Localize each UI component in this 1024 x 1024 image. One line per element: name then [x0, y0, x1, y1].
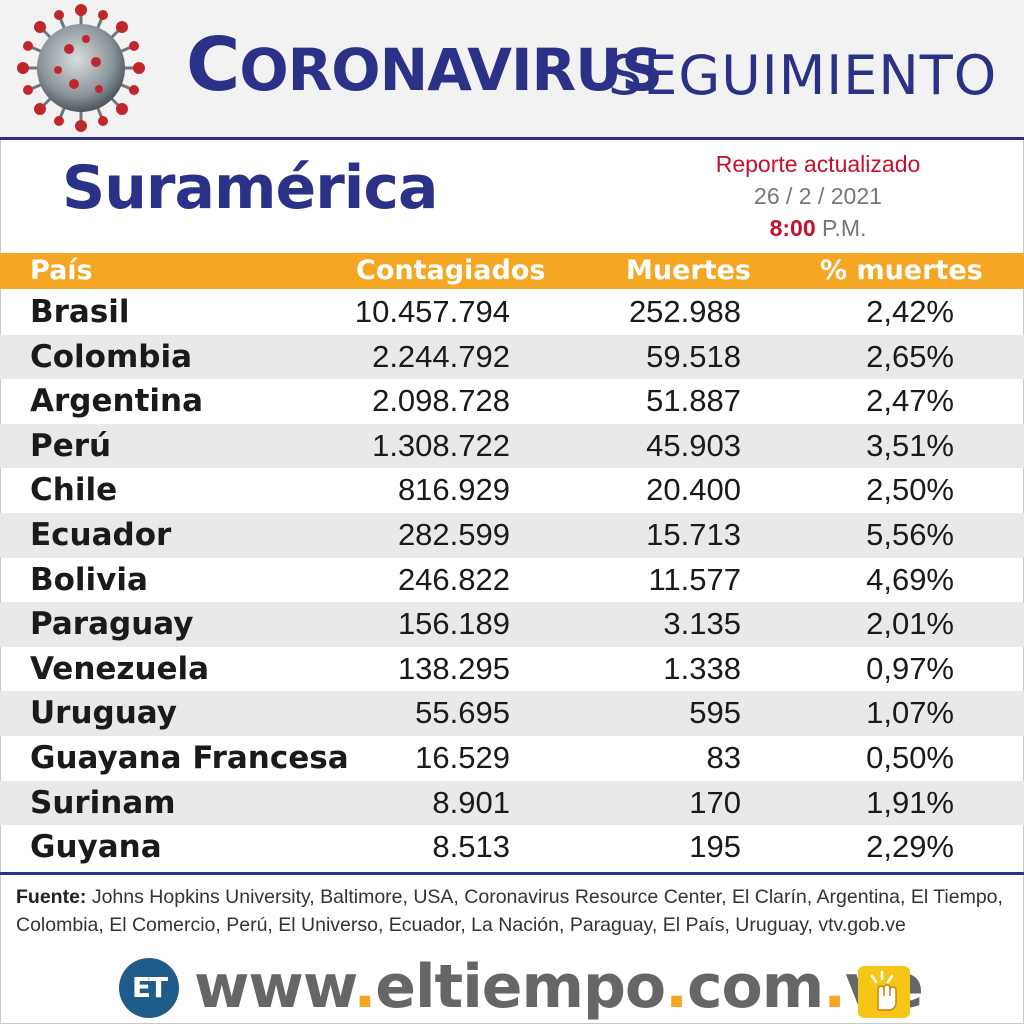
cell-cases: 246.822 [397, 561, 510, 597]
cell-country: Paraguay [30, 606, 194, 643]
cell-death-rate: 2,29% [866, 829, 954, 865]
table-row: Argentina 2.098.728 51.887 2,47% [0, 379, 1024, 424]
cell-cases: 1.308.722 [372, 427, 510, 463]
cell-country: Argentina [30, 383, 203, 420]
cell-country: Guyana [30, 829, 162, 866]
table-row: Brasil 10.457.794 252.988 2,42% [0, 290, 1024, 335]
table-row: Paraguay 156.189 3.135 2,01% [0, 602, 1024, 647]
hand-touch-icon [858, 966, 910, 1018]
cell-country: Ecuador [30, 516, 172, 553]
column-header-pais: País [30, 255, 93, 286]
cell-deaths: 595 [689, 695, 741, 731]
table-row: Ecuador 282.599 15.713 5,56% [0, 512, 1024, 558]
cell-deaths: 59.518 [646, 338, 741, 374]
cell-deaths: 51.887 [646, 383, 741, 419]
column-header-pct-muertes: % muertes [820, 255, 983, 286]
cell-cases: 2.098.728 [372, 383, 510, 419]
footer: ET www.eltiempo.com.ve [0, 946, 1024, 1024]
cell-deaths: 170 [689, 784, 741, 820]
cell-deaths: 20.400 [646, 472, 741, 508]
cell-cases: 156.189 [397, 606, 510, 642]
column-header-contagiados: Contagiados [356, 255, 546, 286]
cell-death-rate: 0,50% [866, 739, 954, 775]
header-divider [0, 137, 1024, 140]
table-body: Brasil 10.457.794 252.988 2,42% Colombia 2.2… [0, 290, 1024, 870]
table-divider [0, 872, 1024, 875]
cell-deaths: 83 [706, 739, 741, 775]
cell-cases: 55.695 [415, 695, 510, 731]
table-row: Chile 816.929 20.400 2,50% [0, 468, 1024, 513]
cell-cases: 10.457.794 [354, 294, 510, 329]
cell-deaths: 195 [689, 829, 741, 865]
cell-country: Uruguay [30, 695, 177, 732]
cell-death-rate: 1,07% [866, 695, 954, 731]
cell-deaths: 11.577 [648, 561, 741, 597]
table-row: Bolivia 246.822 11.577 4,69% [0, 558, 1024, 603]
source-note: Fuente: Johns Hopkins University, Baltim… [16, 883, 1016, 939]
table-row: Surinam 8.901 170 1,91% [0, 780, 1024, 826]
el-tiempo-logo: ET [119, 958, 179, 1018]
cell-death-rate: 2,50% [866, 472, 954, 508]
table-row: Colombia 2.244.792 59.518 2,65% [0, 334, 1024, 380]
page-title: CORONAVIRUS [186, 22, 663, 108]
table-row: Guyana 8.513 195 2,29% [0, 825, 1024, 870]
source-text: Johns Hopkins University, Baltimore, USA… [16, 886, 1003, 936]
cell-death-rate: 3,51% [866, 427, 954, 463]
cell-cases: 16.529 [415, 739, 510, 775]
cell-death-rate: 4,69% [866, 561, 954, 597]
cell-death-rate: 0,97% [866, 650, 954, 686]
cell-country: Surinam [30, 784, 176, 821]
cell-cases: 282.599 [397, 516, 510, 552]
cell-deaths: 45.903 [646, 427, 741, 463]
cell-cases: 8.513 [432, 829, 510, 865]
cell-country: Brasil [30, 294, 130, 330]
cell-death-rate: 2,42% [866, 294, 954, 329]
table-row: Perú 1.308.722 45.903 3,51% [0, 423, 1024, 469]
table-header: País Contagiados Muertes % muertes [0, 253, 1024, 289]
cell-death-rate: 2,01% [866, 606, 954, 642]
cell-cases: 816.929 [397, 472, 510, 508]
cell-death-rate: 2,47% [866, 383, 954, 419]
cell-country: Chile [30, 472, 118, 509]
cell-cases: 2.244.792 [372, 338, 510, 374]
cell-country: Bolivia [30, 561, 148, 598]
cell-death-rate: 1,91% [866, 784, 954, 820]
report-time: 8:00 P.M. [769, 215, 867, 241]
cell-country: Guayana Francesa [30, 739, 349, 776]
column-header-muertes: Muertes [626, 255, 752, 286]
cell-deaths: 252.988 [628, 294, 741, 329]
table-row: Uruguay 55.695 595 1,07% [0, 691, 1024, 736]
cell-deaths: 3.135 [663, 606, 741, 642]
page-subtitle: SEGUIMIENTO [608, 44, 998, 107]
coronavirus-icon [17, 4, 145, 132]
report-label: Reporte actualizado [715, 151, 921, 177]
cell-death-rate: 2,65% [866, 338, 954, 374]
cell-country: Colombia [30, 338, 193, 375]
cell-country: Venezuela [30, 650, 210, 687]
cell-death-rate: 5,56% [866, 516, 954, 552]
cell-cases: 8.901 [432, 784, 510, 820]
table-row: Venezuela 138.295 1.338 0,97% [0, 647, 1024, 692]
header: CORONAVIRUS SEGUIMIENTO [0, 0, 1024, 137]
report-date: 26 / 2 / 2021 [754, 183, 882, 209]
website-url[interactable]: www.eltiempo.com.ve [194, 952, 924, 1022]
region-title: Suramérica [62, 153, 438, 223]
source-label: Fuente: [16, 886, 87, 908]
report-info: Reporte actualizado 26 / 2 / 2021 8:00 P… [700, 148, 936, 244]
cell-country: Perú [30, 427, 112, 464]
cell-deaths: 1.338 [663, 650, 741, 686]
cell-deaths: 15.713 [646, 516, 741, 552]
cell-cases: 138.295 [397, 650, 510, 686]
table-row: Guayana Francesa 16.529 83 0,50% [0, 736, 1024, 781]
